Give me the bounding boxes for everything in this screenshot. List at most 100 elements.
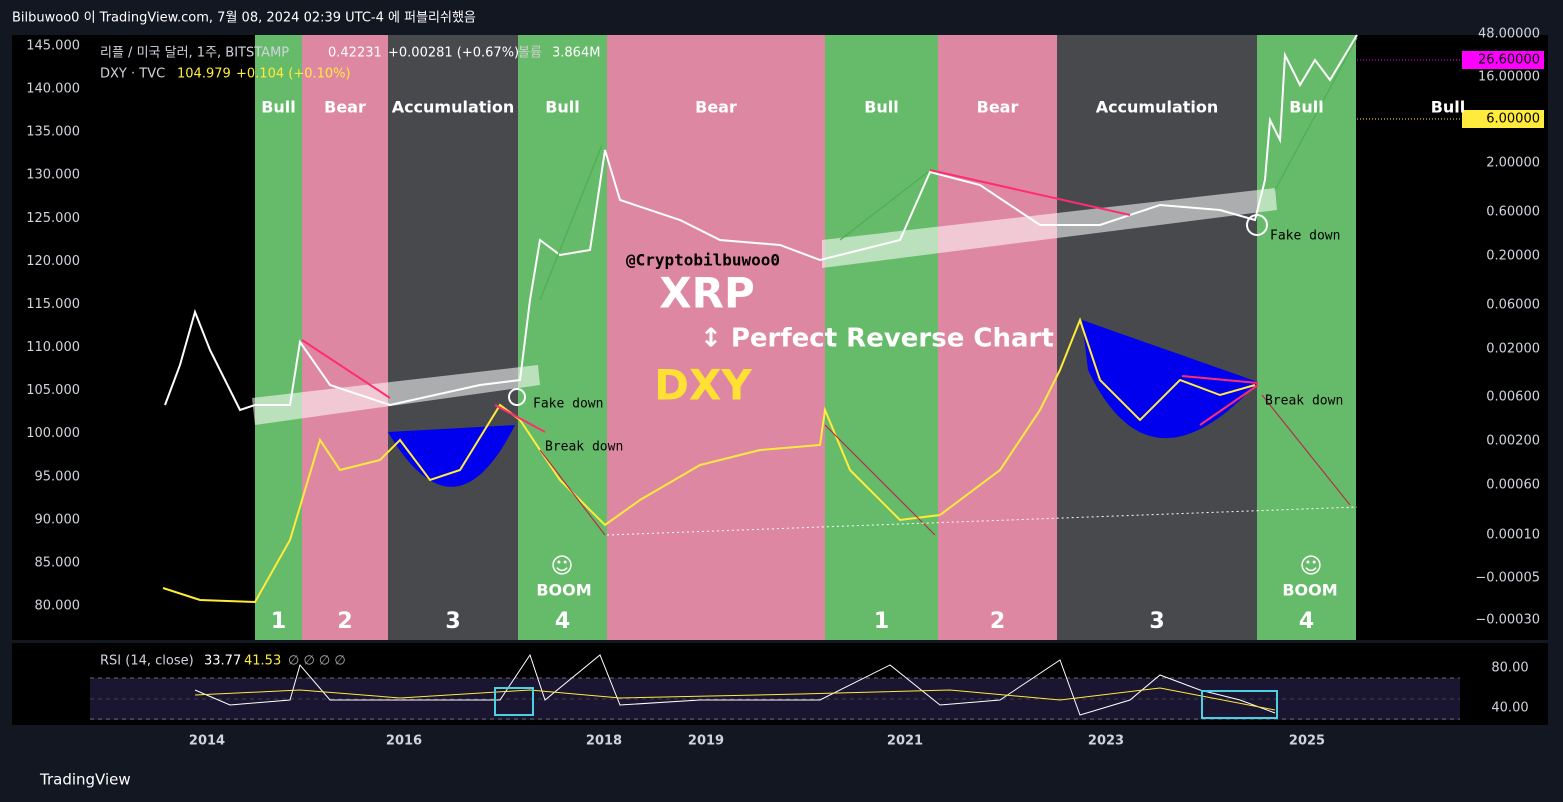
label: ☺: [551, 554, 574, 579]
label: 41.53: [244, 654, 281, 669]
phase-band: [607, 35, 825, 640]
highlight-box: [1201, 690, 1278, 719]
phase-number: 4: [1299, 609, 1314, 634]
x-tick-label: 2019: [688, 734, 724, 749]
phase-band: [302, 35, 388, 640]
price-tag-label: 6.00000: [1486, 112, 1540, 127]
y2-tick-label: 0.00600: [1486, 390, 1540, 405]
phase-label: Accumulation: [392, 98, 515, 117]
y-tick-label: 95.000: [35, 469, 81, 484]
trendlines: [301, 169, 1259, 433]
y2-tick-label: 16.00000: [1478, 70, 1540, 85]
phase-label: Bear: [695, 98, 737, 117]
phase-band: [1257, 35, 1356, 640]
rsi-line: [194, 653, 1276, 716]
phase-label: Bull: [1289, 98, 1324, 117]
xrp-line: [164, 34, 1358, 412]
label: Break down: [545, 440, 623, 455]
phase-label: Bull: [261, 98, 296, 117]
label: @Cryptobilbuwoo0: [626, 251, 780, 270]
phase-number: 4: [555, 609, 570, 634]
y-tick-label: 145.000: [26, 39, 80, 54]
arrows: [539, 37, 1358, 301]
phase-label: Bear: [324, 98, 366, 117]
marker: [1246, 214, 1268, 236]
phase-band: [825, 35, 938, 640]
x-tick-label: 2025: [1289, 734, 1325, 749]
y-tick-label: 140.000: [26, 82, 80, 97]
label: XRP: [659, 269, 755, 318]
phase-label: Accumulation: [1096, 98, 1219, 117]
label: ↕ Perfect Reverse Chart: [700, 324, 1054, 354]
y-tick-label: 120.000: [26, 254, 80, 269]
label: Bilbuwoo0 이 TradingView.com, 7월 08, 2024…: [12, 10, 476, 26]
label: BOOM: [536, 581, 591, 600]
x-tick-label: 2016: [386, 734, 422, 749]
label: +0.00281 (+0.67%): [388, 46, 519, 61]
y-tick-label: 100.000: [26, 426, 80, 441]
y2-tick-label: 0.00200: [1486, 434, 1540, 449]
marker: [508, 388, 526, 406]
y-tick-label: 80.000: [35, 599, 81, 614]
x-tick-label: 2018: [586, 734, 622, 749]
arrows: [539, 394, 1351, 536]
phase-label: Bull: [864, 98, 899, 117]
y-tick-label: 110.000: [26, 340, 80, 355]
phase-label: Bear: [977, 98, 1019, 117]
rsi-tick-label: 40.00: [1491, 701, 1528, 716]
highlight-box: [494, 687, 534, 716]
phase-number: 3: [445, 609, 460, 634]
label: ☺: [1300, 554, 1323, 579]
y2-tick-label: −0.00005: [1475, 571, 1540, 586]
y-tick-label: 115.000: [26, 297, 80, 312]
phase-number: 1: [271, 609, 286, 634]
label: DXY · TVC: [100, 67, 165, 82]
rsi-ma: [194, 687, 1276, 711]
support-line: [606, 506, 1358, 536]
y-tick-label: 125.000: [26, 211, 80, 226]
y2-tick-label: 0.00010: [1486, 528, 1540, 543]
brand: TradingView: [39, 771, 131, 789]
phase-number: 3: [1149, 609, 1164, 634]
phase-band: [518, 35, 607, 640]
y2-tick-label: 2.00000: [1486, 156, 1540, 171]
channel: [822, 188, 1277, 268]
phase-number: 2: [337, 609, 352, 634]
label: RSI (14, close): [100, 654, 194, 669]
rsi-tick-label: 80.00: [1491, 661, 1528, 676]
y-tick-label: 130.000: [26, 168, 80, 183]
label: DXY: [654, 361, 752, 410]
y2-tick-label: 0.06000: [1486, 298, 1540, 313]
price-tag-label: 26.60000: [1478, 53, 1540, 68]
price-tag: [1462, 51, 1544, 69]
label: 0.42231: [328, 46, 382, 61]
label: +0.104 (+0.10%): [236, 67, 351, 82]
y-tick-label: 90.000: [35, 512, 81, 527]
y2-tick-label: 48.00000: [1478, 27, 1540, 42]
y2-tick-label: 0.00060: [1486, 478, 1540, 493]
label: 33.77: [204, 654, 241, 669]
label: 리플 / 미국 달러, 1주, BITSTAMP: [100, 46, 289, 61]
label: 104.979: [177, 67, 231, 82]
y2-tick-label: −0.00030: [1475, 613, 1540, 628]
label: BOOM: [1282, 581, 1337, 600]
channel: [252, 365, 540, 425]
y2-tick-label: 0.60000: [1486, 205, 1540, 220]
label: Fake down: [533, 397, 603, 412]
y2-tick-label: 0.02000: [1486, 342, 1540, 357]
rsi-band: [90, 678, 1460, 720]
y2-tick-label: 0.20000: [1486, 249, 1540, 264]
y-tick-label: 105.000: [26, 383, 80, 398]
label: 볼륨: [518, 46, 542, 61]
label: Bull: [1431, 98, 1466, 117]
label: ∅ ∅ ∅ ∅: [288, 654, 346, 669]
phase-band: [255, 35, 302, 640]
phase-band: [388, 35, 518, 640]
label: Break down: [1265, 394, 1343, 409]
label: 3.864M: [552, 46, 600, 61]
y-tick-label: 135.000: [26, 125, 80, 140]
phase-label: Bull: [545, 98, 580, 117]
cup: [1082, 320, 1258, 439]
x-tick-label: 2021: [887, 734, 923, 749]
